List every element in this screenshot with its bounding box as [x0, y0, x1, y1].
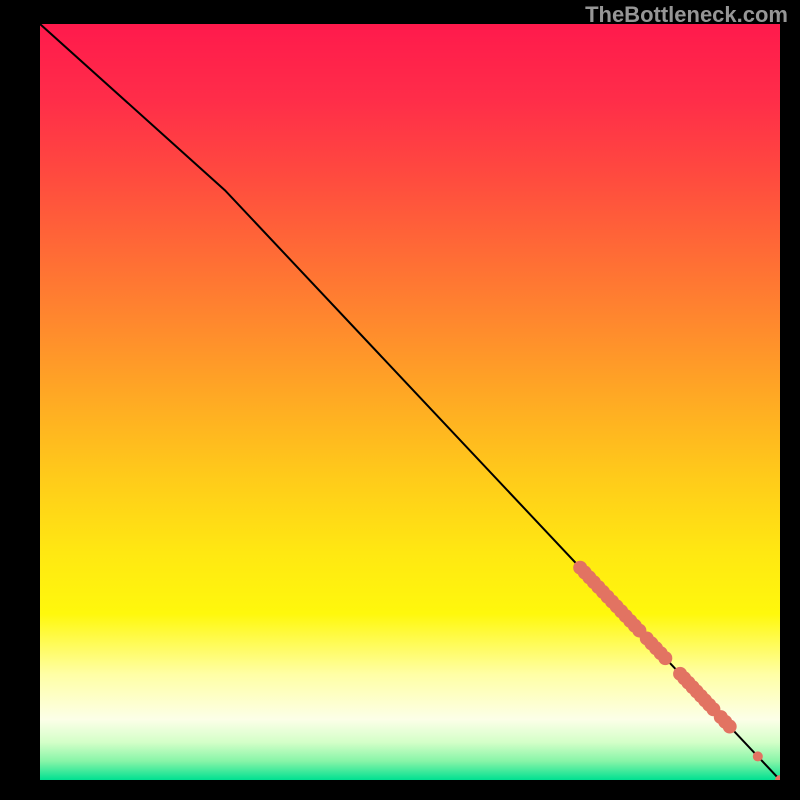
- chart-container: TheBottleneck.com: [0, 0, 800, 800]
- data-marker: [723, 720, 737, 734]
- data-marker: [753, 751, 763, 761]
- plot-area: [40, 24, 780, 780]
- data-marker: [658, 651, 672, 665]
- plot-background: [40, 24, 780, 780]
- chart-svg: [40, 24, 780, 780]
